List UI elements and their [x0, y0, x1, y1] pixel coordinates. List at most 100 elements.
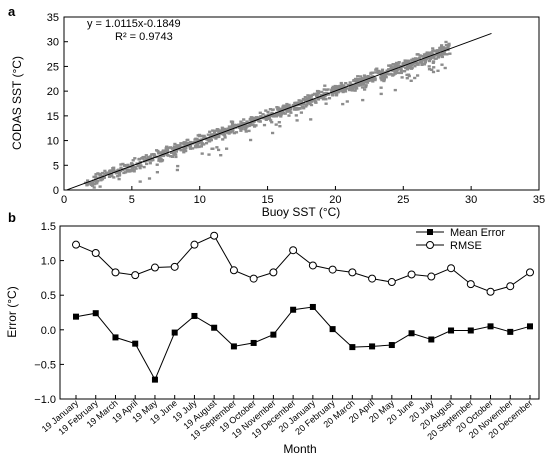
scatter-point	[176, 164, 180, 168]
rmse-point	[407, 270, 416, 279]
scatter-point	[144, 154, 148, 157]
y-tick-label: 0.0	[41, 325, 56, 337]
y-tick-label: −0.5	[34, 359, 56, 371]
scatter-point	[252, 117, 256, 120]
scatter-point	[112, 176, 116, 179]
scatter-point	[133, 165, 137, 169]
mean-error-point	[349, 344, 356, 351]
y-tick-label: 25	[47, 61, 59, 73]
scatter-point	[137, 158, 141, 161]
scatter-point	[321, 95, 326, 98]
scatter-point	[382, 73, 386, 76]
scatter-point	[175, 144, 179, 147]
scatter-point	[369, 72, 373, 75]
scatter-point	[397, 61, 401, 65]
scatter-point	[403, 70, 407, 73]
scatter-point	[244, 124, 248, 127]
scatter-point	[269, 119, 273, 122]
scatter-point	[379, 70, 383, 73]
scatter-point	[392, 66, 396, 70]
scatter-point	[207, 153, 211, 156]
scatter-point	[396, 67, 400, 71]
scatter-point	[306, 94, 310, 97]
scatter-point	[404, 61, 408, 64]
scatter-point	[209, 138, 213, 142]
scatter-point	[184, 149, 188, 152]
scatter-point	[172, 145, 176, 148]
scatter-point	[354, 86, 358, 90]
scatter-point	[90, 182, 94, 185]
x-tick-label: 30	[465, 194, 477, 206]
scatter-point	[300, 106, 304, 109]
scatter-point	[270, 108, 275, 111]
scatter-point	[384, 76, 388, 79]
rmse-point	[368, 274, 377, 283]
mean-error-point	[527, 323, 533, 330]
scatter-point	[438, 46, 442, 50]
scatter-point	[306, 97, 310, 100]
scatter-point	[169, 155, 173, 158]
legend-mean-error-label: Mean Error	[450, 227, 505, 239]
scatter-point	[334, 93, 339, 97]
scatter-point	[86, 179, 90, 182]
scatter-point	[432, 60, 436, 63]
scatter-point	[382, 79, 386, 83]
scatter-point	[124, 171, 128, 174]
scatter-point	[207, 139, 212, 142]
r-squared-label: R² = 0.9743	[115, 31, 173, 43]
scatter-point	[345, 100, 349, 103]
scatter-point	[123, 164, 127, 168]
scatter-point	[170, 151, 174, 154]
panel-a-x-axis-ticks: 0 5 10 15 20 25 30 35	[61, 186, 545, 206]
scatter-point	[380, 75, 385, 78]
scatter-point	[149, 157, 153, 160]
scatter-point	[355, 82, 359, 85]
scatter-point	[302, 98, 306, 101]
scatter-point	[349, 86, 353, 89]
scatter-point	[279, 113, 283, 116]
scatter-point	[225, 147, 229, 150]
scatter-point	[220, 129, 224, 132]
scatter-point	[353, 77, 358, 81]
scatter-point	[271, 131, 275, 135]
scatter-point	[409, 79, 413, 82]
rmse-series	[72, 231, 534, 296]
y-tick-label: 0.5	[41, 290, 56, 302]
scatter-point	[167, 146, 171, 149]
mean-error-point	[408, 330, 415, 337]
scatter-point	[327, 93, 331, 96]
scatter-point	[211, 147, 215, 150]
scatter-point	[419, 59, 423, 62]
rmse-point	[91, 248, 100, 257]
scatter-point	[94, 173, 98, 176]
scatter-point	[293, 101, 297, 105]
scatter-point	[408, 61, 412, 65]
scatter-point	[125, 168, 129, 171]
scatter-point	[132, 170, 136, 173]
scatter-point	[336, 87, 340, 90]
scatter-point	[424, 59, 428, 62]
rmse-point	[111, 268, 120, 277]
scatter-point	[157, 152, 162, 155]
mean-error-point	[487, 323, 494, 330]
scatter-point	[88, 181, 92, 184]
scatter-point	[339, 86, 343, 89]
scatter-point	[326, 88, 330, 91]
scatter-point	[200, 138, 204, 141]
scatter-point	[413, 65, 417, 68]
scatter-point	[327, 97, 332, 100]
scatter-point	[206, 133, 210, 136]
scatter-point	[277, 121, 281, 124]
scatter-point	[309, 100, 314, 103]
scatter-point	[299, 111, 303, 114]
scatter-point	[172, 150, 176, 153]
scatter-point	[174, 153, 178, 156]
scatter-point	[439, 49, 443, 53]
scatter-point	[334, 90, 338, 94]
scatter-point	[148, 162, 152, 165]
scatter-point	[170, 147, 174, 150]
scatter-point	[431, 55, 435, 59]
y-tick-label: −1.0	[34, 394, 56, 406]
scatter-point	[267, 116, 271, 119]
scatter-point	[197, 145, 201, 149]
